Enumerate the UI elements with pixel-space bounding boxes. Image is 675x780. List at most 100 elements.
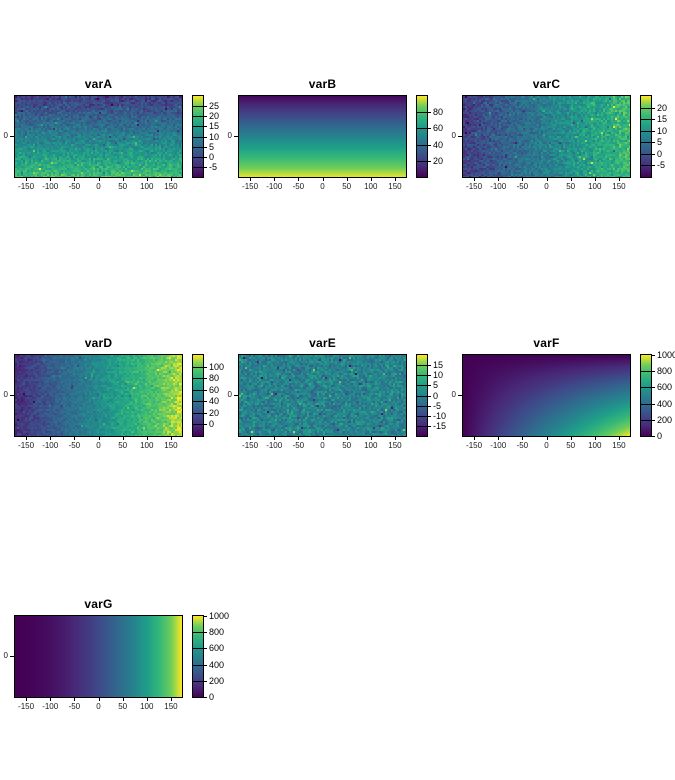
colorbar-tick-mark [428,385,431,386]
x-axis-tick-mark [250,437,252,440]
x-axis-tick-labels: -150 -100 -50 0 50 100 150 [14,698,183,714]
colorbar-tick-line [417,365,427,366]
x-tick-label: -100 [266,441,283,450]
colorbar-tick-labels: 25 20 15 10 5 0 -5 [204,95,248,178]
colorbar-tick-mark [652,108,655,109]
x-axis-tick-mark [322,178,324,181]
x-tick-label: -150 [466,441,483,450]
heatmap-plot-area [462,95,631,178]
x-tick-label: 150 [388,441,402,450]
colorbar-tick-mark [204,147,207,148]
x-axis-tick-mark [474,437,476,440]
colorbar-tick-mark [204,157,207,158]
x-tick-label: 0 [96,441,101,450]
colorbar-tick-label: 10 [657,126,668,136]
x-axis-tick-mark [474,178,476,181]
colorbar-tick-label: 0 [209,152,215,162]
panel-varC: varC 0 -150 -100 -50 0 50 100 150 20 15 10 5 0 -5 [448,76,675,202]
colorbar-tick-label: -5 [209,162,218,172]
colorbar [640,354,652,437]
colorbar-tick-mark [204,413,207,414]
heatmap-plot-area [238,95,407,178]
x-tick-label: -100 [42,702,59,711]
colorbar [416,95,428,178]
x-axis-tick-mark [26,437,28,440]
colorbar-tick-mark [204,137,207,138]
x-axis-tick-mark [394,437,396,440]
colorbar-tick-label: 400 [209,660,225,670]
x-axis-tick-mark [170,698,172,701]
panel-title: varE [309,336,336,350]
colorbar-tick-line [193,106,203,107]
x-tick-label: -100 [42,182,59,191]
x-tick-label: 0 [320,182,325,191]
x-tick-label: 50 [118,441,128,450]
x-axis-tick-labels: -150 -100 -50 0 50 100 150 [14,178,183,194]
panel-varB: varB 0 -150 -100 -50 0 50 100 150 80 60 40 20 [224,76,476,202]
y-axis-tick-label: 0 [227,390,232,399]
colorbar-tick-mark [428,416,431,417]
x-tick-label: 100 [364,182,378,191]
colorbar-tick-mark [652,355,655,356]
colorbar-tick-line [193,367,203,368]
colorbar-tick-line [417,396,427,397]
colorbar-tick-label: 80 [433,107,444,117]
x-tick-label: 50 [342,182,352,191]
colorbar-tick-mark [204,648,207,649]
x-axis-tick-mark [370,437,372,440]
colorbar-tick-label: 40 [433,140,444,150]
colorbar-tick-mark [428,426,431,427]
x-axis-tick-mark [546,178,548,181]
x-axis-tick-labels: -150 -100 -50 0 50 100 150 [462,437,631,453]
colorbar-tick-label: 100 [209,362,225,372]
x-axis-tick-labels: -150 -100 -50 0 50 100 150 [14,437,183,453]
heatmap-plot-area [14,95,183,178]
colorbar-tick-line [417,426,427,427]
colorbar-tick-line [193,137,203,138]
colorbar-tick-label: 400 [657,399,673,409]
x-axis-tick-mark [298,178,300,181]
colorbar-tick-label: 1000 [657,350,675,360]
x-axis-tick-mark [570,437,572,440]
y-axis-tick-label: 0 [3,131,8,140]
panel-varD: varD 0 -150 -100 -50 0 50 100 150 100 80 60 40 20 0 [0,335,252,461]
colorbar-tick-line [417,385,427,386]
colorbar-tick-label: 0 [433,391,439,401]
colorbar-tick-mark [652,119,655,120]
panel-title: varD [84,336,113,350]
x-tick-label: 0 [96,182,101,191]
colorbar-tick-label: 20 [433,156,444,166]
x-axis-tick-mark [322,437,324,440]
x-tick-label: 50 [342,441,352,450]
x-tick-label: 150 [388,182,402,191]
colorbar-tick-label: 1000 [209,611,230,621]
colorbar-tick-label: 40 [209,396,220,406]
x-tick-label: 50 [566,441,576,450]
colorbar-tick-line [193,116,203,117]
x-tick-label: 150 [164,441,178,450]
colorbar-tick-label: 25 [209,101,220,111]
x-axis-tick-mark [546,437,548,440]
x-axis-tick-mark [74,698,76,701]
x-axis-tick-mark [98,437,100,440]
colorbar-tick-line [193,147,203,148]
colorbar-tick-line [641,142,651,143]
heatmap-canvas [15,616,182,697]
colorbar-tick-label: 20 [657,103,668,113]
colorbar-tick-label: 5 [433,380,439,390]
colorbar-tick-label: 0 [209,419,215,429]
colorbar-tick-label: 5 [657,137,663,147]
colorbar-tick-mark [204,126,207,127]
y-axis-tick-label: 0 [451,390,456,399]
colorbar-tick-mark [204,367,207,368]
x-axis-tick-mark [522,437,524,440]
colorbar-tick-label: 15 [209,121,220,131]
x-axis-tick-mark [570,178,572,181]
colorbar-tick-mark [652,404,655,405]
y-axis-tick-label: 0 [227,131,232,140]
x-axis-tick-mark [98,698,100,701]
colorbar-tick-label: 5 [209,142,215,152]
heatmap-plot-area [462,354,631,437]
colorbar-tick-labels: 1000 800 600 400 200 0 [204,611,248,702]
panel-title: varC [532,77,561,91]
